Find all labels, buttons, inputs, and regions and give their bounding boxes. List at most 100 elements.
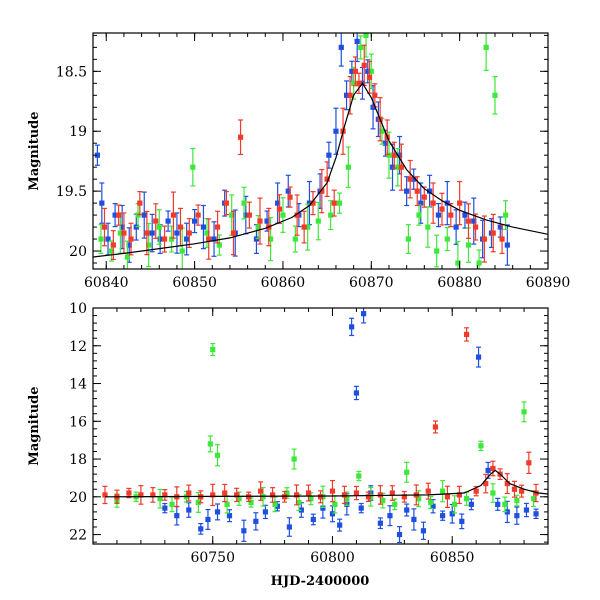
bottom-axis-ticks: 60750 60800 60850 10 12 14 16 18 20 22 xyxy=(69,301,549,566)
top-y-axis-label: Magnitude xyxy=(27,111,42,190)
bottom-series-1-point-7 xyxy=(210,342,216,357)
top-series-0-point-13 xyxy=(192,208,198,234)
top-plot-frame xyxy=(92,32,549,270)
bottom-series-0-point-23 xyxy=(377,517,383,530)
bottom-series-0-point-32 xyxy=(459,513,465,530)
bottom-series-0-point-19 xyxy=(353,385,360,401)
top-series-1-point-19 xyxy=(315,201,321,241)
bottom-series-1-point-6 xyxy=(207,435,213,453)
top-ytick-label-2: 19.5 xyxy=(56,184,87,200)
bottom-series-2-point-33 xyxy=(483,473,489,494)
top-series-0-point-47 xyxy=(471,197,477,245)
bottom-series-0-point-20 xyxy=(358,502,364,514)
bottom-series-0-point-36 xyxy=(495,497,501,511)
bottom-series-0-point-13 xyxy=(310,513,316,526)
top-series-0-point-3 xyxy=(112,202,118,228)
bottom-series-2-point-19 xyxy=(329,479,336,503)
bottom-series-1-point-29 xyxy=(452,495,458,514)
top-series-2-point-43 xyxy=(430,182,436,224)
bottom-series-2-point-25 xyxy=(401,490,407,503)
bottom-series-0-point-40 xyxy=(533,508,539,520)
bottom-series-1-point-35 xyxy=(521,401,527,423)
top-series-2-point-46 xyxy=(457,180,463,226)
bottom-series-1-point-21 xyxy=(356,470,362,482)
top-series-0-point-0 xyxy=(94,144,101,166)
top-series-2-point-39 xyxy=(398,143,404,191)
top-ytick-label-1: 19 xyxy=(69,124,87,140)
bottom-series-2-point-20 xyxy=(341,485,348,505)
top-series-0-point-11 xyxy=(174,212,180,254)
bottom-series-2-point-34 xyxy=(490,460,496,477)
top-series-0-point-8 xyxy=(149,213,155,253)
top-ytick-label-0: 18.5 xyxy=(56,64,87,80)
bottom-series-0-point-27 xyxy=(411,508,417,531)
bottom-series-0-point-21 xyxy=(361,308,367,324)
top-series-0-point-10 xyxy=(165,210,171,232)
bottom-series-2-point-11 xyxy=(234,487,240,503)
top-series-2-point-6 xyxy=(144,210,150,256)
top-series-0-point-27 xyxy=(333,107,339,155)
bottom-series-2-point-2 xyxy=(126,487,132,499)
top-series-1-point-7 xyxy=(169,225,175,253)
bottom-series-0-point-34 xyxy=(475,346,482,368)
bottom-series-2-point-10 xyxy=(222,483,228,503)
top-series-2-point-22 xyxy=(287,186,293,208)
bottom-series-1-point-25 xyxy=(404,461,410,483)
bottom-series-0-point-7 xyxy=(241,519,247,542)
bottom-series-0-point-28 xyxy=(420,521,427,540)
top-series-0-point-29 xyxy=(343,80,350,111)
bottom-series-0-point-30 xyxy=(440,510,446,521)
top-series-2-point-32 xyxy=(356,72,362,94)
bottom-ytick-label-2: 14 xyxy=(69,377,87,393)
bottom-ytick-label-5: 20 xyxy=(69,490,87,506)
top-series-2-point-19 xyxy=(257,197,263,245)
top-series-1-point-32 xyxy=(425,206,431,248)
top-xtick-label-1: 60850 xyxy=(172,275,217,291)
top-series-2-point-28 xyxy=(331,189,337,217)
top-series-1-point-22 xyxy=(345,146,351,188)
top-series-1-point-34 xyxy=(444,226,450,252)
bottom-data-marks xyxy=(102,308,539,544)
bottom-xtick-label-2: 60850 xyxy=(430,550,475,566)
bottom-series-2-point-0 xyxy=(102,485,108,505)
top-series-0-point-7 xyxy=(141,191,147,239)
bottom-series-1-point-2 xyxy=(157,488,163,509)
top-series-1-point-18 xyxy=(305,203,311,251)
top-series-0-point-12 xyxy=(184,222,190,256)
bottom-series-1-point-28 xyxy=(440,479,446,503)
bottom-series-0-point-39 xyxy=(523,502,530,518)
bottom-series-2-point-5 xyxy=(162,489,168,501)
bottom-ytick-label-3: 16 xyxy=(69,414,87,430)
top-series-2-point-14 xyxy=(214,210,221,244)
top-series-2-point-9 xyxy=(170,191,176,239)
bottom-series-0-point-25 xyxy=(396,526,403,544)
top-ytick-label-3: 20 xyxy=(69,244,87,260)
top-series-1-point-16 xyxy=(280,197,286,233)
top-series-0-point-45 xyxy=(453,209,459,245)
top-series-1-point-38 xyxy=(483,33,489,71)
bottom-series-2-point-16 xyxy=(293,484,300,506)
bottom-series-2-point-38 xyxy=(519,484,525,498)
top-xtick-label-0: 60840 xyxy=(84,275,129,291)
bottom-series-2-point-21 xyxy=(353,485,360,501)
top-series-2-point-15 xyxy=(223,191,230,216)
bottom-series-2-point-4 xyxy=(150,487,156,503)
bottom-series-2-point-17 xyxy=(305,484,312,502)
bottom-series-0-point-26 xyxy=(404,503,410,517)
bottom-ytick-label-6: 22 xyxy=(69,528,87,544)
top-series-1-point-13 xyxy=(241,186,247,220)
bottom-y-axis-label: Magnitude xyxy=(27,386,42,465)
bottom-series-1-point-32 xyxy=(490,483,496,503)
bottom-ytick-label-0: 10 xyxy=(69,301,87,317)
top-series-2-point-40 xyxy=(407,159,413,199)
top-series-1-point-39 xyxy=(492,76,498,115)
bottom-ytick-label-4: 18 xyxy=(69,452,87,468)
bottom-model-curve xyxy=(104,469,548,498)
bottom-series-0-point-18 xyxy=(349,317,355,337)
bottom-series-2-point-7 xyxy=(186,484,192,502)
top-series-2-point-17 xyxy=(237,119,244,156)
top-series-2-point-49 xyxy=(481,215,487,263)
bottom-series-2-point-37 xyxy=(511,480,518,498)
top-series-2-point-23 xyxy=(294,194,300,236)
